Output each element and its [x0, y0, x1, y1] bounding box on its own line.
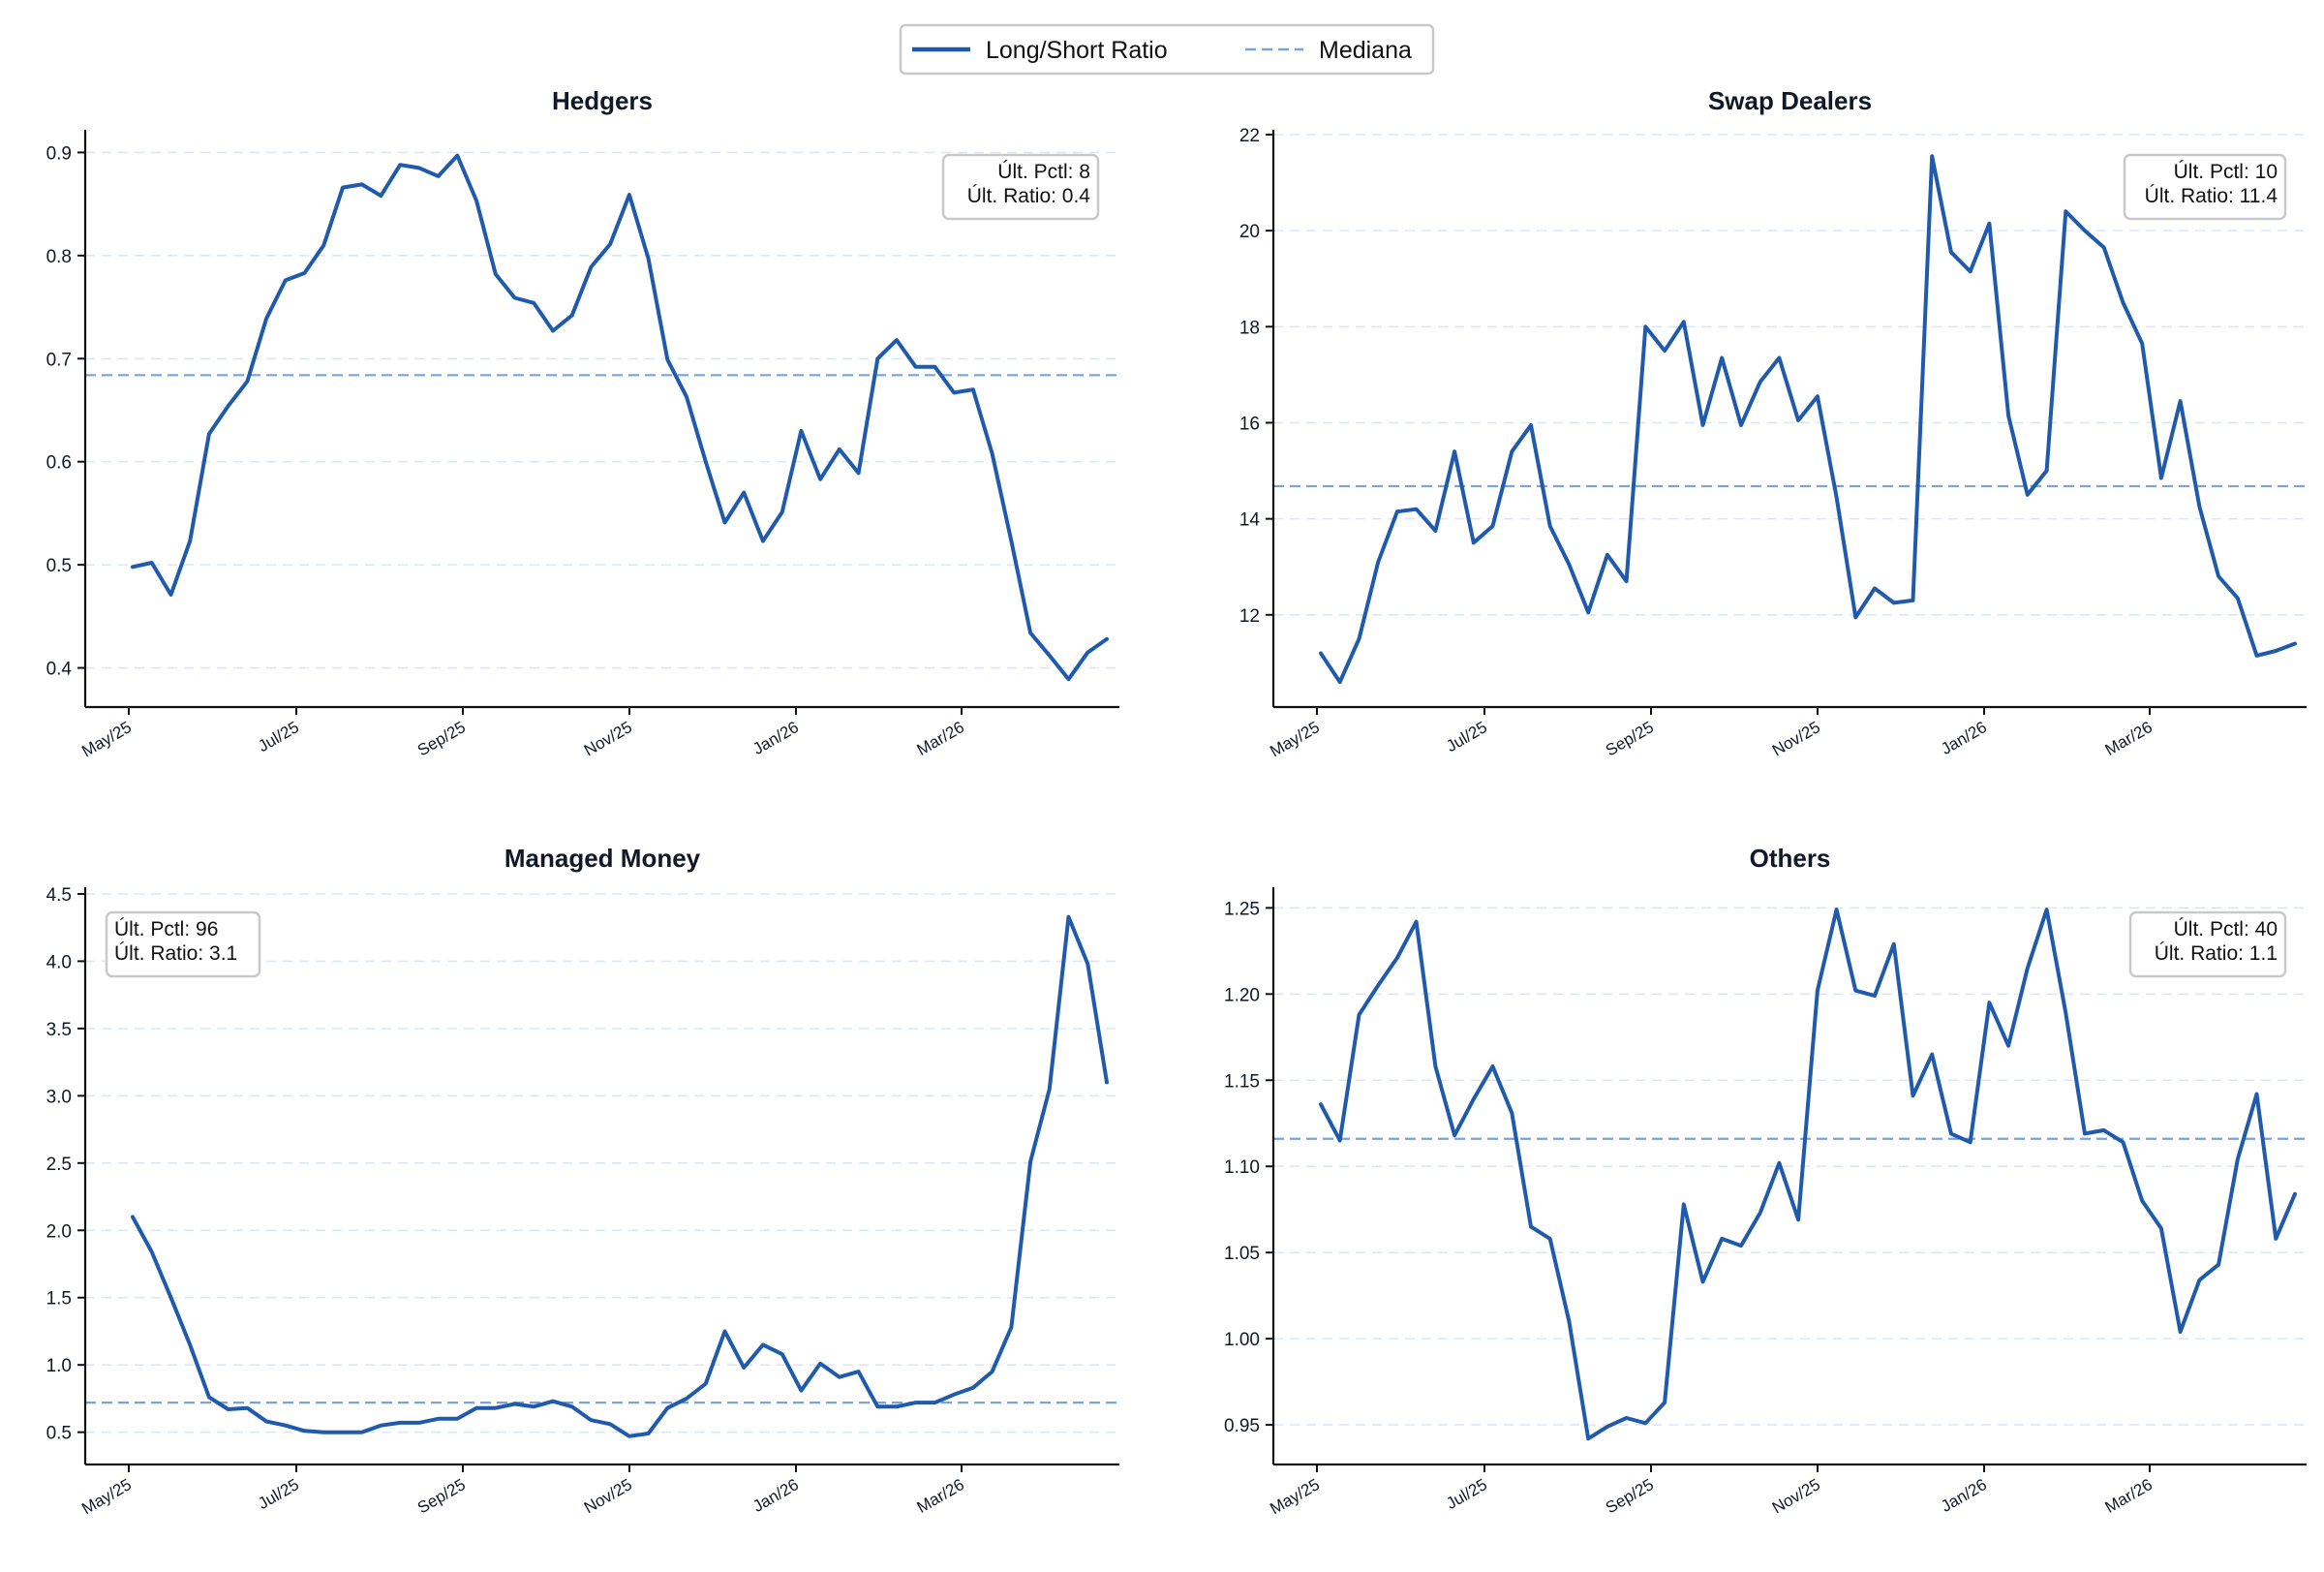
x-tick-label: May/25: [78, 718, 135, 760]
y-tick-label: 22: [1239, 126, 1260, 146]
legend-series-label: Long/Short Ratio: [986, 37, 1168, 64]
y-tick-label: 0.4: [46, 660, 73, 680]
y-tick-label: 1.15: [1224, 1071, 1260, 1092]
y-tick-label: 1.00: [1224, 1330, 1260, 1350]
x-tick-label: Sep/25: [414, 1475, 469, 1517]
series-line-long-short-ratio: [1319, 908, 2297, 1441]
panel-title: Managed Money: [505, 844, 701, 873]
x-tick-label: Jul/25: [255, 1475, 302, 1513]
y-tick-label: 14: [1239, 510, 1261, 531]
y-tick-label: 3.5: [46, 1020, 72, 1040]
stats-line: Últ. Ratio: 0.4: [967, 185, 1091, 207]
x-tick-label: Jan/26: [1938, 1475, 1990, 1516]
panel-2: Managed Money 0.5 1.0 1.5 2.0 2.5 3.0 3.5 4.0 4.5…: [46, 844, 1119, 1518]
y-tick-label: 18: [1239, 318, 1260, 338]
y-tick-label: 4.5: [46, 885, 72, 906]
y-tick-label: 4.0: [46, 952, 72, 972]
x-tick-label: Sep/25: [1603, 718, 1657, 759]
stats-line: Últ. Ratio: 3.1: [114, 942, 237, 965]
panel-3: Others 0.95 1.00 1.05 1.10 1.15 1.20 1.25 May/25…: [1224, 844, 2307, 1518]
x-tick-label: Sep/25: [1603, 1475, 1657, 1517]
legend-median-label: Mediana: [1319, 37, 1412, 64]
x-tick-label: Nov/25: [581, 1475, 635, 1517]
y-tick-label: 0.5: [46, 556, 72, 576]
stats-line: Últ. Pctl: 8: [997, 161, 1090, 183]
panel-1: Swap Dealers 12 14 16 18 20 22 May/25 Jul/25 Sep/…: [1239, 86, 2307, 760]
panel-title: Hedgers: [552, 86, 653, 115]
x-tick-label: Nov/25: [581, 718, 635, 759]
y-tick-label: 0.5: [46, 1424, 72, 1444]
y-tick-label: 0.9: [46, 143, 72, 164]
y-tick-label: 0.95: [1224, 1416, 1260, 1436]
y-tick-label: 0.7: [46, 350, 72, 370]
x-tick-label: Jan/26: [749, 1475, 802, 1516]
y-tick-label: 1.05: [1224, 1244, 1260, 1264]
stats-box: [105, 910, 261, 978]
stats-line: Últ. Pctl: 96: [114, 918, 218, 940]
y-tick-label: 2.0: [46, 1221, 72, 1242]
y-tick-label: 12: [1239, 606, 1260, 627]
chart-panels: Hedgers 0.4 0.5 0.6 0.7 0.8 0.9 May/25 Jul/25 Sep…: [46, 86, 2307, 1518]
stats-line: Últ. Ratio: 1.1: [2155, 942, 2278, 965]
x-tick-label: May/25: [78, 1475, 135, 1518]
y-tick-label: 16: [1239, 414, 1260, 434]
x-tick-label: Mar/26: [2102, 1475, 2156, 1517]
y-tick-label: 2.5: [46, 1155, 72, 1175]
panel-title: Swap Dealers: [1708, 86, 1872, 115]
stats-line: Últ. Ratio: 11.4: [2145, 185, 2278, 207]
x-tick-label: Jan/26: [749, 718, 802, 758]
x-tick-label: Mar/26: [914, 1475, 967, 1517]
x-tick-label: Sep/25: [414, 718, 469, 759]
x-tick-label: Mar/26: [914, 718, 967, 759]
panel-0: Hedgers 0.4 0.5 0.6 0.7 0.8 0.9 May/25 Jul/25 Sep…: [46, 86, 1119, 760]
series-line-long-short-ratio: [1319, 154, 2297, 685]
stats-line: Últ. Pctl: 40: [2174, 918, 2278, 940]
panel-title: Others: [1750, 844, 1831, 873]
y-tick-label: 0.8: [46, 247, 72, 267]
y-tick-label: 1.5: [46, 1289, 72, 1310]
y-tick-label: 1.25: [1224, 899, 1260, 919]
y-tick-label: 3.0: [46, 1087, 72, 1107]
series-line-long-short-ratio: [131, 153, 1109, 682]
stats-box: [2123, 153, 2287, 221]
series-line-long-short-ratio: [131, 914, 1109, 1438]
stats-box: [2128, 910, 2287, 978]
legend: Long/Short Ratio Mediana: [899, 23, 1435, 76]
x-tick-label: Jul/25: [255, 718, 302, 755]
x-tick-label: Mar/26: [2102, 718, 2156, 759]
y-tick-label: 1.20: [1224, 985, 1260, 1005]
x-tick-label: May/25: [1267, 1475, 1323, 1518]
legend-frame: [899, 23, 1435, 76]
y-tick-label: 20: [1239, 222, 1260, 242]
stats-box: [941, 153, 1100, 221]
x-tick-label: May/25: [1267, 718, 1323, 760]
y-tick-label: 1.10: [1224, 1157, 1260, 1178]
x-tick-label: Nov/25: [1769, 718, 1823, 759]
stats-line: Últ. Pctl: 10: [2174, 161, 2278, 183]
y-tick-label: 0.6: [46, 453, 72, 474]
x-tick-label: Jul/25: [1443, 718, 1490, 755]
x-tick-label: Nov/25: [1769, 1475, 1823, 1517]
x-tick-label: Jan/26: [1938, 718, 1990, 758]
x-tick-label: Jul/25: [1443, 1475, 1490, 1513]
y-tick-label: 1.0: [46, 1356, 72, 1376]
